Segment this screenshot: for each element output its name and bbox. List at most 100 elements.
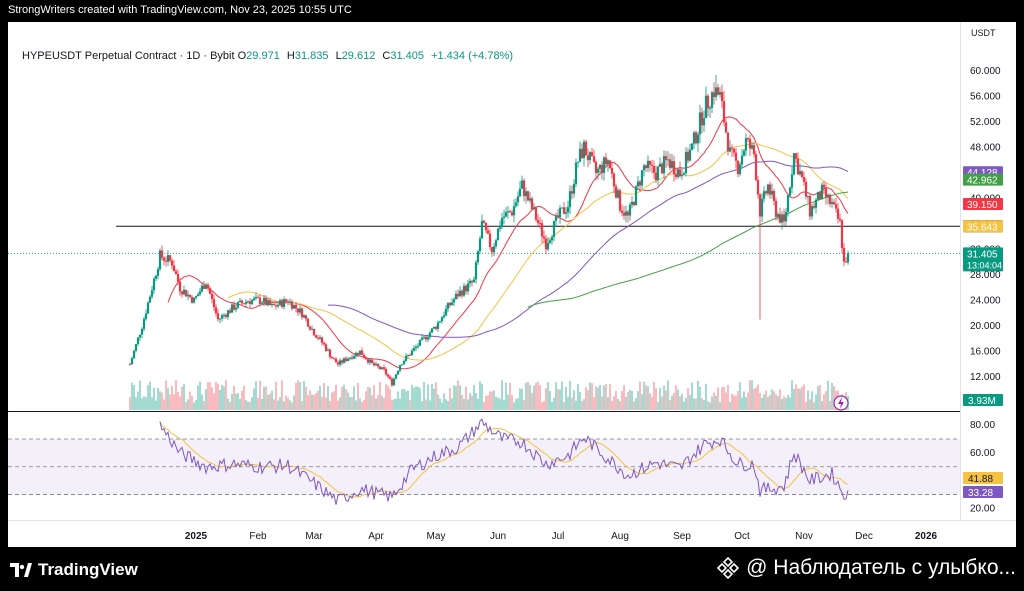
candle-body (292, 304, 296, 309)
volume-bar (293, 395, 295, 410)
volume-bar (463, 398, 465, 410)
price-label-box (963, 197, 1003, 210)
volume-bar (129, 397, 131, 410)
candle-body (348, 357, 352, 359)
candle-body (786, 195, 790, 212)
volume-bar (805, 402, 807, 410)
volume-bar (755, 387, 757, 410)
candle-body (236, 302, 240, 308)
rsi-ma-label: 41.88 (963, 472, 1003, 485)
candle-body (136, 337, 140, 345)
volume-bar (211, 387, 213, 410)
volume-bar (735, 395, 737, 410)
candle-body (798, 171, 802, 175)
candle-body (640, 170, 644, 186)
candle-body (620, 210, 624, 213)
candle-body (548, 240, 552, 243)
volume-bar (177, 391, 179, 410)
candle-body (760, 198, 764, 217)
candle-body (644, 165, 648, 169)
volume-bar (383, 397, 385, 410)
candle-body (828, 194, 832, 204)
candle-body (584, 141, 588, 156)
volume-bar (309, 390, 311, 410)
volume-bar (533, 385, 535, 410)
candle-body (524, 191, 528, 197)
candle-body (226, 310, 230, 318)
candle-body (682, 173, 686, 175)
candle-body (750, 145, 754, 149)
candle-body (334, 358, 338, 363)
volume-bar (271, 390, 273, 410)
volume-bar (555, 382, 557, 410)
candle-body (572, 183, 576, 194)
candle-body (804, 181, 808, 197)
candle-body (140, 328, 144, 335)
volume-bar (727, 384, 729, 410)
candle-body (406, 354, 410, 356)
volume-bar (301, 401, 303, 410)
candle-body (758, 194, 762, 217)
candle-body (694, 132, 698, 144)
volume-bar (153, 387, 155, 410)
candle-body (388, 376, 392, 379)
candle-body (260, 302, 264, 304)
candle-body (650, 164, 654, 166)
candle-body (626, 211, 630, 216)
candle-body (360, 350, 364, 355)
volume-bar (551, 402, 553, 410)
volume-bar (213, 393, 215, 410)
candle-body (130, 358, 134, 365)
candle-body (456, 293, 460, 297)
candle-body (654, 172, 658, 181)
time-axis-label: Feb (249, 531, 267, 542)
rsi-ma-label-text: 41.88 (968, 474, 993, 485)
volume-bar (159, 391, 161, 410)
volume-bar (541, 402, 543, 410)
candle-body (326, 349, 330, 351)
volume-bar (389, 389, 391, 410)
volume-bar (431, 384, 433, 410)
candle-body (512, 205, 516, 216)
candle-body (752, 145, 756, 155)
candle-body (458, 290, 462, 297)
candle-body (434, 326, 438, 329)
volume-bar (155, 400, 157, 410)
volume-bar (403, 388, 405, 410)
candle-body (166, 255, 170, 262)
candle-body (370, 359, 374, 364)
candle-body (374, 363, 378, 366)
candle-body (462, 285, 466, 296)
price-chart[interactable]: USDT60.00056.00052.00048.00044.00040.000… (8, 22, 1016, 547)
candle-body (664, 156, 668, 160)
candle-body (768, 184, 772, 195)
candle-body (622, 212, 626, 216)
volume-bar (143, 396, 145, 410)
volume-bar (151, 397, 153, 410)
candle-body (842, 248, 846, 262)
candle-body (258, 297, 262, 304)
volume-bar (281, 380, 283, 410)
volume-bar (669, 400, 671, 410)
volume-bar (615, 390, 617, 410)
price-label-39.150: 39.150 (963, 197, 1003, 211)
candle-body (306, 318, 310, 327)
price-label-text: 35.643 (967, 222, 998, 233)
volume-bar (137, 391, 139, 410)
time-axis-label: Apr (368, 531, 384, 542)
candle-body (746, 138, 750, 140)
candle-body (430, 328, 434, 333)
volume-bar (549, 391, 551, 410)
candle-body (286, 301, 290, 303)
volume-bar (657, 402, 659, 410)
volume-bar (799, 388, 801, 410)
candle-body (146, 302, 150, 314)
candle-body (356, 352, 360, 355)
volume-bar (797, 388, 799, 410)
candle-body (148, 296, 152, 303)
candle-body (580, 148, 584, 159)
volume-bar (569, 380, 571, 410)
volume-bar (375, 398, 377, 410)
candle-body (390, 378, 394, 386)
volume-bar (715, 395, 717, 410)
